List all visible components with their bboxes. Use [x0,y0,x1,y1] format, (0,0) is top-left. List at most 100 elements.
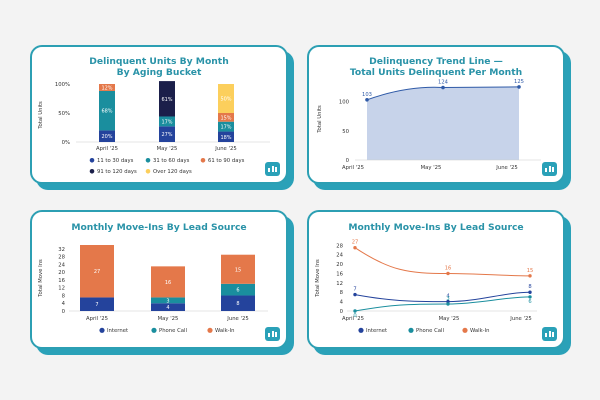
series-point [446,299,450,304]
y-tick-label: 0 [340,309,344,315]
trend-data-label: 124 [438,80,449,86]
y-tick-label: 100% [55,82,70,88]
bar-segment [80,245,114,298]
bar-segment [218,84,234,113]
legend-marker [99,327,105,333]
chart-title: Delinquency Trend Line — [369,56,503,67]
y-tick-label: 8 [340,290,344,296]
series-data-label: 15 [527,268,534,274]
bar-segment [159,81,175,117]
y-tick-label: 100 [339,100,350,106]
trend-point [441,85,445,90]
y-tick-label: 0% [62,140,70,146]
y-tick-label: 32 [58,247,65,253]
series-point [353,292,357,297]
x-tick-label: May '25 [421,165,442,171]
legend-label: 61 to 90 days [208,158,245,164]
chart-title: Total Units Delinquent Per Month [350,67,522,78]
bar-segment [151,266,185,298]
y-tick-label: 16 [58,278,65,284]
x-tick-label: May '25 [439,316,460,322]
series-point [528,274,532,278]
series-line [354,247,531,277]
legend-label: Internet [107,328,128,334]
legend-marker [89,158,95,163]
series-point [353,245,357,250]
bar-segment [151,297,185,304]
move-ins-line-card: Monthly Move-Ins By Lead Source 28 24 20 16 1… [307,210,565,349]
y-tick-label: 0 [62,309,66,315]
y-tick-label: 50% [58,111,70,117]
series-point [528,295,532,299]
y-tick-label: 8 [62,293,66,299]
bar-data-label: 7 [95,302,98,308]
bar-data-label: 12% [101,85,112,91]
x-tick-label: June '25 [214,146,236,152]
series-data-label: 7 [353,287,356,293]
x-tick-label: June '25 [226,316,248,322]
bar-data-label: 15% [220,115,231,121]
series-data-label: 6 [528,299,531,305]
legend-label: Phone Call [159,328,187,334]
bar-data-label: 17% [161,119,172,125]
y-tick-label: 20 [336,262,343,268]
series-point [353,309,357,313]
chart-title: Monthly Move-Ins By Lead Source [71,222,246,233]
y-axis-label: Total Move Ins [38,259,44,298]
legend-marker [462,327,468,333]
chart-badge-icon[interactable] [265,327,280,341]
legend-label: Phone Call [416,328,444,334]
bar-segment [80,297,114,311]
legend-label: 91 to 120 days [97,169,137,175]
series-point [528,290,532,294]
bar-data-label: 16 [165,280,171,286]
bar-segment [218,131,234,142]
bar-data-label: 27% [161,132,172,138]
legend-marker [408,327,414,333]
bar-data-label: 27 [94,269,100,275]
y-axis-label: Total Units [317,105,323,134]
legend-marker [207,327,213,333]
x-tick-label: April '25 [86,316,108,322]
y-tick-label: 20 [58,270,65,276]
chart-title: Delinquent Units By Month [89,56,229,67]
bar-data-label: 61% [161,97,172,103]
bar-segment [159,126,175,142]
legend-label: Over 120 days [153,169,192,175]
bar-data-label: 68% [101,109,112,115]
y-tick-label: 24 [58,262,65,268]
legend-marker [145,169,151,174]
legend-label: 31 to 60 days [153,158,190,164]
legend-marker [358,327,364,333]
y-tick-label: 4 [340,300,344,306]
delinquent-units-card: Delinquent Units By Month By Aging Bucket… [30,45,288,184]
trend-point [365,97,369,102]
chart-title: Monthly Move-Ins By Lead Source [348,222,523,233]
y-tick-label: 4 [62,301,66,307]
x-tick-label: April '25 [342,165,364,171]
delinquency-trend-card: Delinquency Trend Line — Total Units Deli… [307,45,565,184]
legend-label: Walk-In [215,328,235,334]
legend-marker [200,158,206,163]
x-tick-label: May '25 [157,146,178,152]
legend-marker [151,327,157,333]
chart-badge-icon[interactable] [542,327,557,341]
y-axis-label: Total Move Ins [315,259,321,298]
bar-segment [218,121,234,132]
bar-segment [221,254,255,284]
series-data-label: 4 [446,294,450,300]
trend-data-label: 103 [362,92,372,98]
chart-badge-icon[interactable] [542,162,557,176]
x-tick-label: June '25 [495,165,517,171]
delinquency-trend-chart: Delinquency Trend Line —Total Units Deli… [317,56,541,171]
series-line [354,291,531,303]
bar-data-label: 6 [236,288,239,294]
chart-badge-icon[interactable] [265,162,280,176]
bar-data-label: 50% [220,97,231,103]
y-tick-label: 12 [58,286,65,292]
series-point [446,271,450,276]
move-ins-line-chart: Monthly Move-Ins By Lead Source 28 24 20 16 1… [315,222,537,334]
y-tick-label: 12 [336,281,343,287]
